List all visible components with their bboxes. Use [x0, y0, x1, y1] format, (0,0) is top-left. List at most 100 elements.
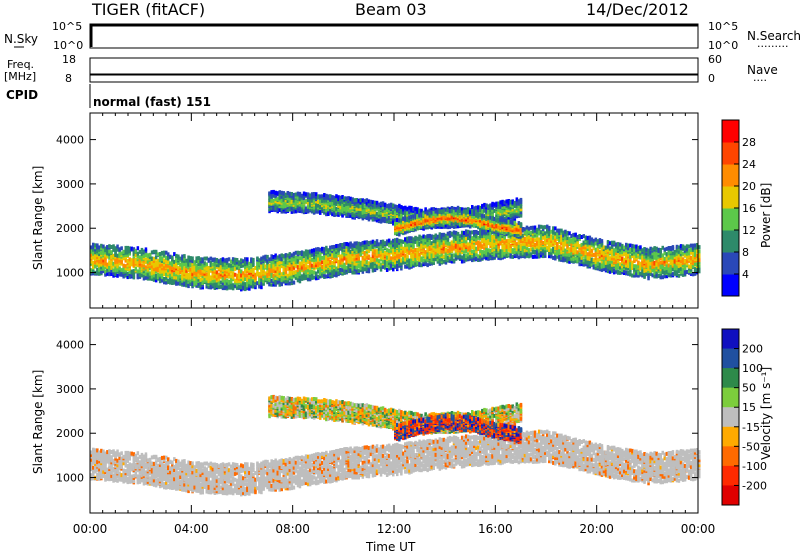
power-cell	[165, 275, 168, 280]
power-cell	[124, 264, 127, 269]
power-cell	[252, 262, 255, 267]
power-cell	[292, 280, 296, 285]
power-cell	[132, 254, 136, 259]
power-cell	[128, 259, 131, 264]
power-cell	[221, 261, 225, 266]
power-cell	[211, 269, 215, 274]
power-cell	[237, 265, 241, 270]
power-cell	[156, 272, 160, 277]
power-cell	[272, 260, 275, 265]
power-cell	[181, 254, 184, 259]
power-cell	[146, 259, 150, 264]
power-cell	[173, 252, 176, 257]
power-cell	[167, 268, 170, 273]
power-cell	[217, 259, 221, 264]
power-cell	[231, 259, 235, 264]
cpid-label: CPID	[6, 88, 38, 102]
power-cell	[211, 257, 215, 262]
power-cell	[227, 280, 231, 284]
power-cell	[276, 203, 279, 208]
power-cell	[248, 286, 251, 291]
power-cell	[165, 263, 168, 268]
power-cell	[185, 264, 188, 269]
power-cell	[205, 262, 208, 267]
power-cell	[288, 266, 292, 271]
power-cell	[242, 259, 245, 264]
freq-unit: [MHz]	[4, 70, 36, 83]
power-cell	[132, 269, 136, 274]
power-cell	[197, 272, 200, 277]
power-cell	[270, 257, 273, 261]
power-cell	[221, 281, 225, 286]
power-cell	[229, 279, 233, 284]
power-cell	[152, 269, 156, 274]
power-cell	[199, 273, 202, 278]
power-cell	[158, 272, 162, 277]
power-cell	[128, 267, 131, 271]
power-cell	[258, 258, 261, 263]
power-cell	[114, 262, 117, 267]
power-cell	[244, 262, 247, 267]
power-cell	[219, 284, 223, 289]
power-cell	[144, 247, 148, 252]
power-cell	[237, 278, 241, 283]
power-cell	[215, 276, 219, 281]
power-cell	[282, 274, 285, 279]
power-cell	[195, 272, 198, 277]
power-cell	[274, 282, 277, 287]
power-cell	[199, 268, 202, 273]
power-cell	[144, 265, 148, 270]
power-cell	[142, 263, 146, 268]
power-cell	[163, 272, 166, 277]
power-cell	[260, 285, 263, 290]
nsearch-label: N.Search	[747, 29, 800, 43]
power-cell	[205, 256, 208, 261]
power-cell	[142, 273, 146, 278]
power-cell	[189, 271, 192, 276]
power-cell	[179, 262, 182, 267]
power-cell	[110, 245, 113, 249]
power-cell	[118, 272, 121, 277]
power-cell	[116, 273, 119, 278]
power-cell	[276, 269, 279, 274]
power-cell	[132, 251, 136, 256]
power-cell	[167, 263, 170, 268]
power-cell	[284, 260, 288, 265]
power-cell	[229, 276, 233, 281]
power-cell	[219, 261, 223, 266]
power-cell	[246, 283, 249, 288]
power-cell	[175, 275, 178, 280]
power-cell	[217, 263, 221, 268]
power-cell	[223, 258, 227, 263]
power-cell	[250, 272, 253, 277]
power-cell	[173, 263, 176, 267]
power-cell	[244, 285, 247, 290]
power-cell	[197, 256, 200, 261]
power-cell	[209, 275, 213, 280]
power-cell	[233, 257, 237, 262]
power-cell	[221, 257, 225, 262]
power-cell	[211, 266, 215, 271]
power-cell	[276, 199, 279, 204]
power-cell	[268, 198, 271, 203]
power-cell	[106, 264, 109, 269]
power-cell	[187, 255, 190, 260]
power-cell	[244, 273, 247, 278]
power-cell	[262, 270, 265, 275]
power-cell	[96, 258, 99, 263]
power-cell	[264, 257, 267, 262]
power-cell	[270, 271, 273, 276]
power-cell	[280, 278, 283, 283]
power-cell	[286, 281, 290, 286]
power-cell	[98, 252, 101, 257]
power-cell	[207, 276, 210, 280]
power-cell	[187, 265, 190, 270]
power-cell	[207, 265, 210, 270]
power-cell	[154, 274, 158, 278]
power-cell	[272, 205, 275, 209]
power-cell	[268, 191, 271, 196]
power-cell	[177, 275, 180, 280]
power-cell	[268, 278, 271, 283]
power-cell	[104, 253, 107, 258]
power-cell	[94, 260, 97, 265]
